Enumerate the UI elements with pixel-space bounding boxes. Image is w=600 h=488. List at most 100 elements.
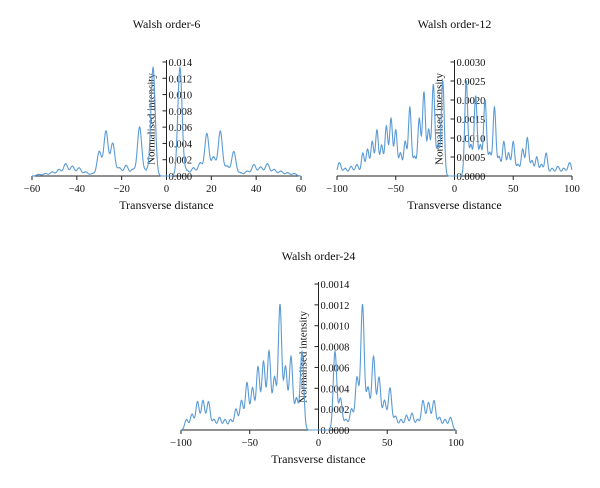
data-point (105, 130, 107, 132)
y-tick-label: 0.0014 (321, 280, 351, 291)
data-point (85, 171, 87, 173)
x-tick-label: 0 (164, 184, 169, 195)
data-point (295, 398, 298, 400)
data-point (273, 168, 275, 171)
data-point (404, 141, 406, 143)
x-tick-label: 0 (316, 438, 321, 449)
x-tick-label: −100 (326, 184, 348, 195)
data-point (293, 172, 295, 175)
chart-panel-3: Walsh order-24 −100 −50 0 50 100 0.0000 0.0002 0… (170, 249, 464, 466)
data-point (517, 164, 519, 166)
data-point (185, 418, 188, 421)
data-point (206, 133, 208, 135)
data-point (427, 402, 430, 404)
y-tick-label: 0.0020 (457, 96, 486, 107)
data-point (273, 377, 276, 379)
data-point (400, 418, 402, 421)
data-point (233, 150, 235, 153)
data-point (51, 171, 53, 173)
data-point (479, 145, 481, 147)
x-tick-label: −20 (113, 184, 129, 195)
data-point (345, 418, 347, 421)
data-point (376, 129, 378, 131)
data-point (260, 166, 262, 168)
data-point (212, 156, 215, 158)
data-point (470, 145, 472, 147)
data-point (489, 152, 491, 154)
y-tick-label: 0.0006 (321, 363, 350, 374)
data-point (253, 164, 255, 166)
data-point (395, 129, 397, 131)
intensity-curve (336, 80, 573, 177)
intensity-curve (180, 303, 457, 431)
data-point (411, 412, 413, 414)
data-point (356, 377, 358, 379)
data-point (366, 148, 369, 150)
y-axis-label: Normalised intensity (434, 73, 446, 165)
data-point (338, 162, 340, 164)
data-point (394, 415, 397, 418)
data-point (371, 141, 373, 143)
data-point (422, 400, 424, 402)
chart-title: Walsh order-12 (418, 17, 492, 31)
data-point (91, 172, 94, 175)
y-tick-label: 0.0000 (457, 172, 486, 183)
y-tick-label: 0.0002 (321, 405, 350, 416)
y-tick-label: 0.008 (169, 107, 193, 118)
data-point (145, 169, 147, 171)
data-point (526, 137, 528, 139)
data-point (444, 418, 446, 421)
data-point (557, 165, 559, 168)
y-tick-label: 0.000 (169, 172, 193, 183)
x-axis-label: Transverse distance (271, 452, 366, 466)
y-tick-label: 0.0010 (457, 134, 486, 145)
y-tick-label: 0.014 (169, 58, 193, 69)
data-point (202, 400, 204, 402)
data-point (512, 141, 514, 143)
data-point (503, 141, 505, 143)
data-point (240, 400, 243, 402)
data-point (390, 118, 392, 120)
data-point (246, 382, 248, 384)
data-point (186, 169, 188, 171)
data-point (405, 414, 408, 416)
data-point (118, 167, 121, 169)
data-point (465, 80, 467, 82)
data-point (235, 408, 237, 410)
data-point (350, 165, 352, 168)
data-point (569, 162, 571, 164)
data-point (152, 67, 154, 69)
x-axis-label: Transverse distance (119, 198, 214, 212)
y-tick-label: 0.0004 (321, 384, 351, 395)
y-tick-label: 0.0030 (457, 58, 486, 69)
y-tick-label: 0.0000 (321, 426, 350, 437)
x-tick-label: −60 (24, 184, 40, 195)
y-tick-label: 0.0025 (457, 77, 486, 88)
x-tick-label: 20 (206, 184, 217, 195)
x-tick-label: 100 (564, 184, 580, 195)
chart-title: Walsh order-6 (133, 17, 201, 31)
data-point (484, 99, 486, 101)
data-point (290, 356, 292, 358)
data-point (498, 156, 500, 158)
data-point (207, 401, 210, 403)
data-point (191, 413, 193, 415)
data-point (262, 361, 265, 363)
data-point (475, 95, 477, 97)
data-point (531, 160, 533, 162)
chart-panel-2: Walsh order-12 −100 −50 0 50 100 0.0000 0.0005 0… (326, 17, 580, 212)
data-point (356, 164, 358, 166)
x-tick-label: −50 (242, 438, 258, 449)
intensity-curve (31, 65, 302, 177)
data-point (339, 398, 342, 400)
data-point (229, 418, 232, 421)
data-point (125, 164, 127, 167)
x-tick-label: 60 (296, 184, 307, 195)
data-point (132, 168, 134, 171)
data-point (563, 167, 565, 169)
y-tick-label: 0.002 (169, 156, 193, 167)
chart-panel-1: Walsh order-6 −60 −40 −20 0 20 40 60 0.000 0.002 0… (24, 17, 306, 212)
data-point (433, 400, 435, 402)
data-point (224, 418, 226, 421)
